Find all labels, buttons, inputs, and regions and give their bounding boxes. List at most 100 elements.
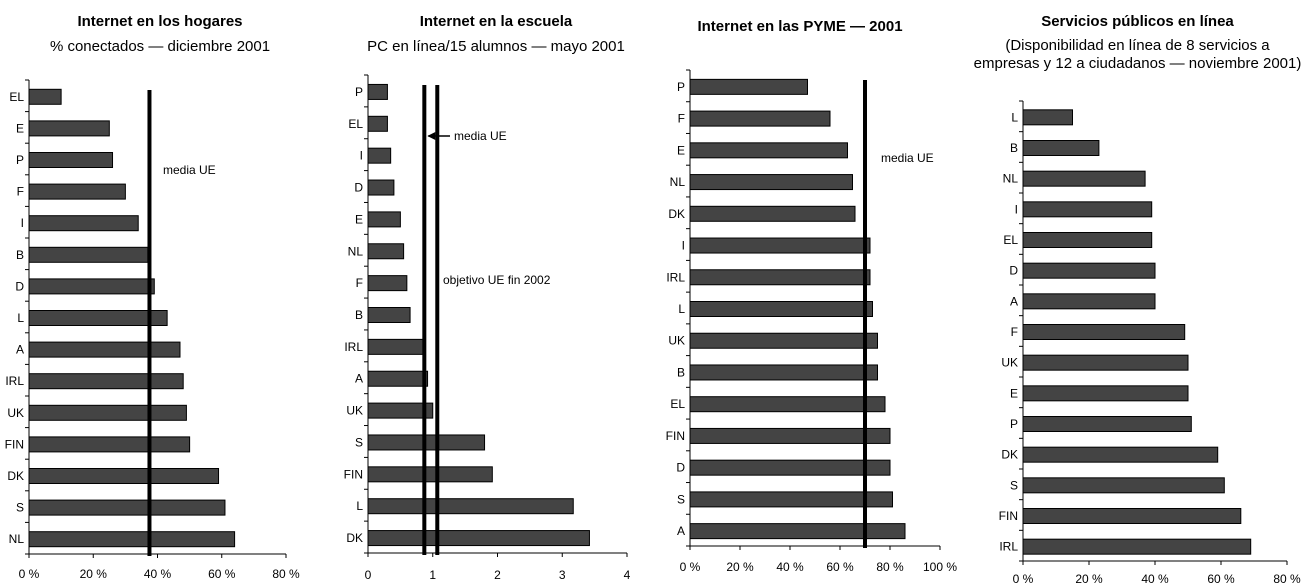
bar-P (28, 152, 114, 168)
bar-S (28, 499, 226, 516)
x-tick-label: 80 % (1273, 572, 1301, 586)
x-tick-label: 80 % (876, 560, 904, 574)
bar-P (689, 78, 808, 95)
reference-label: objetivo UE fin 2002 (443, 273, 551, 287)
reference-label: media UE (454, 129, 507, 143)
category-label: F (1011, 325, 1018, 339)
bar-EL (689, 396, 886, 413)
category-label: IRL (999, 540, 1018, 554)
category-label: B (355, 308, 363, 322)
bar-IRL (28, 373, 184, 390)
bar-L (28, 310, 168, 326)
x-tick-label: 20 % (80, 567, 108, 581)
x-tick-label: 0 (365, 568, 372, 582)
reference-label: media UE (163, 163, 216, 177)
category-label: IRL (666, 270, 685, 284)
x-tick-label: 0 % (680, 560, 701, 574)
bar-EL (28, 88, 62, 105)
bar-D (367, 179, 395, 196)
x-tick-label: 4 (624, 568, 631, 582)
bar-EL (367, 115, 388, 132)
bar-NL (28, 531, 236, 548)
bar-S (1022, 477, 1225, 494)
category-label: EL (670, 397, 685, 411)
category-label: L (678, 302, 685, 316)
bar-I (1022, 201, 1153, 218)
category-label: B (677, 365, 685, 379)
bar-FIN (28, 436, 191, 453)
category-label: E (16, 121, 24, 135)
category-label: B (1010, 141, 1018, 155)
bar-I (689, 237, 871, 254)
category-label: P (355, 85, 363, 99)
bar-F (1022, 324, 1186, 340)
category-label: DK (346, 531, 363, 545)
category-label: E (677, 143, 685, 157)
bar-DK (367, 530, 590, 547)
bar-UK (1022, 354, 1189, 371)
category-label: UK (668, 334, 685, 348)
category-label: F (17, 185, 24, 199)
bar-L (1022, 109, 1073, 126)
category-label: IRL (344, 340, 363, 354)
category-label: IRL (5, 374, 24, 388)
category-label: S (355, 435, 363, 449)
bar-I (28, 215, 139, 232)
category-label: D (1009, 264, 1018, 278)
bar-F (367, 275, 408, 292)
x-tick-label: 1 (429, 568, 436, 582)
bar-I (367, 147, 392, 164)
category-label: F (678, 112, 685, 126)
category-label: P (16, 153, 24, 167)
chart-title: Servicios públicos en línea (1041, 13, 1234, 30)
bar-D (689, 459, 891, 476)
bar-B (28, 246, 149, 263)
category-label: DK (7, 469, 24, 483)
bar-IRL (367, 338, 424, 355)
bar-UK (689, 332, 878, 349)
bar-E (28, 120, 110, 137)
x-tick-label: 3 (559, 568, 566, 582)
category-label: FIN (666, 429, 685, 443)
bar-FIN (367, 466, 493, 483)
category-label: E (1010, 386, 1018, 400)
x-tick-label: 0 % (1013, 572, 1034, 586)
reference-label: media UE (881, 151, 934, 165)
category-label: EL (1003, 233, 1018, 247)
chart-title: Internet en las PYME — 2001 (697, 18, 903, 35)
category-label: I (360, 149, 363, 163)
category-label: L (17, 311, 24, 325)
category-label: S (1010, 478, 1018, 492)
bar-IRL (689, 269, 871, 286)
category-label: A (355, 372, 363, 386)
x-tick-label: 100 % (923, 560, 957, 574)
bar-D (28, 278, 155, 295)
category-label: DK (1001, 448, 1018, 462)
bar-FIN (1022, 508, 1242, 524)
x-tick-label: 80 % (272, 567, 300, 581)
chart-subtitle: (Disponibilidad en línea de 8 servicios … (973, 37, 1302, 72)
x-tick-label: 60 % (208, 567, 236, 581)
category-label: S (677, 492, 685, 506)
x-tick-label: 0 % (19, 567, 40, 581)
x-tick-label: 40 % (144, 567, 172, 581)
bar-A (367, 370, 429, 387)
category-label: I (1015, 202, 1018, 216)
bar-B (689, 364, 878, 381)
category-label: I (682, 239, 685, 253)
category-label: P (677, 80, 685, 94)
x-tick-label: 60 % (1207, 572, 1235, 586)
bar-A (1022, 293, 1156, 310)
bar-S (689, 491, 893, 508)
x-tick-label: 40 % (1141, 572, 1169, 586)
category-label: FIN (344, 467, 363, 481)
bar-F (28, 183, 126, 200)
bar-P (1022, 416, 1192, 432)
category-label: B (16, 248, 24, 262)
bar-FIN (689, 427, 891, 444)
category-label: L (356, 499, 363, 513)
arrow-head (427, 132, 436, 140)
chart-subtitle: % conectados — diciembre 2001 (49, 38, 271, 55)
bar-DK (1022, 446, 1219, 463)
